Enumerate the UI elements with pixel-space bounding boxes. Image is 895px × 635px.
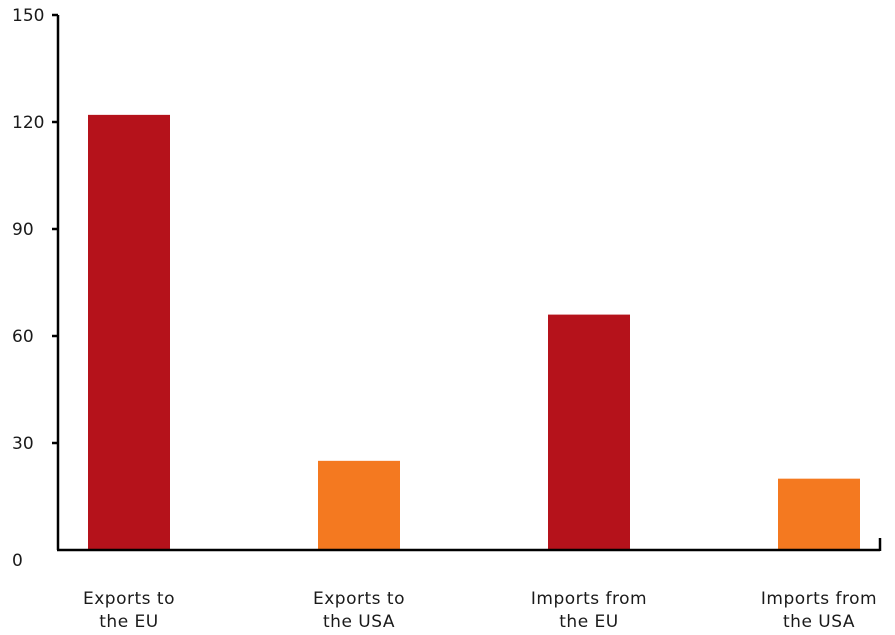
y-tick-label: 0 [12,551,23,571]
y-tick-label: 60 [12,327,34,347]
bar [88,114,170,550]
y-axis-ticks: 0 30 60 90 120 150 [12,6,58,571]
bar [778,478,860,550]
y-tick-label: 120 [12,113,44,133]
x-category-label: Imports from the USA [761,589,877,632]
bars-group [88,114,860,550]
x-category-label: Exports to the EU [83,589,175,632]
x-category-label: Exports to the USA [313,589,405,632]
bar [548,314,630,550]
y-tick-label: 90 [12,220,34,240]
category-labels: Exports to the EU Exports to the USA Imports… [83,589,877,632]
y-tick-label: 150 [12,6,44,26]
x-category-label: Imports from the EU [531,589,647,632]
y-tick-label: 30 [12,434,34,454]
bar [318,460,400,550]
